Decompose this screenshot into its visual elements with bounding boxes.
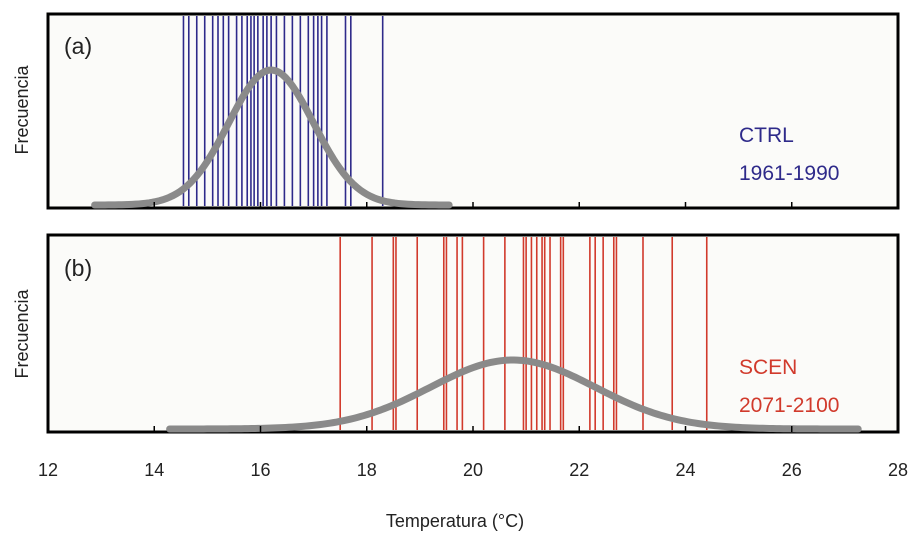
panel-a-year-lines <box>182 16 384 206</box>
panel-b-label-period: SCEN <box>739 356 797 379</box>
panel-a-tag: (a) <box>64 33 92 59</box>
x-tick-label-1: 14 <box>144 460 164 480</box>
panel-b-frame <box>46 233 900 434</box>
x-tick-label-2: 16 <box>250 460 270 480</box>
x-tick-label-3: 18 <box>357 460 377 480</box>
x-axis-tick-labels: 12 14 16 18 20 22 24 26 28 <box>38 460 908 480</box>
panel-a: (a) CTRL 1961-1990 Frecuencia <box>12 12 900 210</box>
x-tick-label-4: 20 <box>463 460 483 480</box>
x-tick-label-7: 26 <box>782 460 802 480</box>
x-tick-label-0: 12 <box>38 460 58 480</box>
panel-b-y-axis-title: Frecuencia <box>12 288 32 378</box>
panel-a-frame <box>46 12 900 210</box>
x-axis-title: Temperatura (°C) <box>386 511 524 531</box>
panel-b-label-years: 2071-2100 <box>739 394 839 417</box>
panel-a-x-ticks <box>47 202 899 208</box>
panel-b-tag: (b) <box>64 255 92 281</box>
x-tick-label-6: 24 <box>675 460 695 480</box>
panel-b-distribution-curve <box>166 356 862 433</box>
panel-a-label-years: 1961-1990 <box>739 162 839 185</box>
x-tick-label-5: 22 <box>569 460 589 480</box>
panel-a-label-period: CTRL <box>739 124 794 147</box>
panel-b-x-ticks <box>47 426 899 432</box>
x-tick-label-8: 28 <box>888 460 908 480</box>
panel-a-y-axis-title: Frecuencia <box>12 64 32 154</box>
panel-b: (b) SCEN 2071-2100 Frecuencia <box>12 233 900 434</box>
